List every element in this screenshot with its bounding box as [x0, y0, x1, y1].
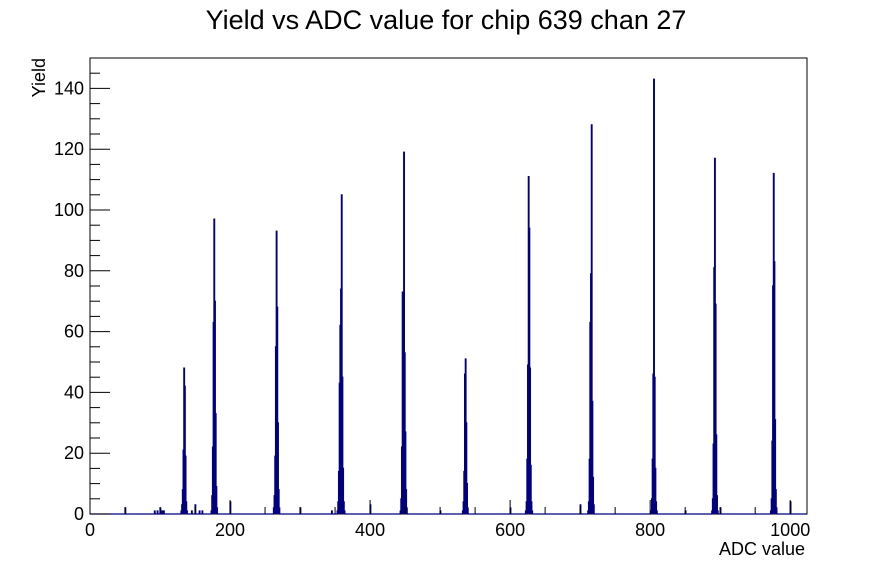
chart-title: Yield vs ADC value for chip 639 chan 27	[206, 5, 687, 35]
plot-frame	[89, 57, 808, 515]
x-axis-ticks	[89, 500, 791, 514]
plot-area	[90, 78, 807, 515]
x-tick-label: 600	[495, 520, 525, 540]
y-axis-tick-labels: 0 20 40 60 80 100 120 140	[54, 78, 84, 524]
y-tick-label: 120	[54, 139, 84, 159]
x-axis-title: ADC value	[719, 539, 805, 559]
y-tick-label: 20	[64, 443, 84, 463]
y-axis-title: Yield	[29, 58, 49, 97]
x-tick-label: 200	[215, 520, 245, 540]
y-tick-label: 140	[54, 78, 84, 98]
x-tick-label: 1000	[770, 520, 810, 540]
y-tick-label: 60	[64, 322, 84, 342]
x-tick-label: 0	[85, 520, 95, 540]
x-tick-label: 400	[355, 520, 385, 540]
y-tick-label: 40	[64, 382, 84, 402]
y-axis-ticks	[90, 57, 110, 515]
y-tick-label: 0	[74, 504, 84, 524]
x-axis-tick-labels: 0 200 400 600 800 1000	[85, 520, 810, 540]
x-tick-label: 800	[635, 520, 665, 540]
y-tick-label: 100	[54, 200, 84, 220]
y-tick-label: 80	[64, 261, 84, 281]
histogram-series-line	[90, 78, 807, 515]
